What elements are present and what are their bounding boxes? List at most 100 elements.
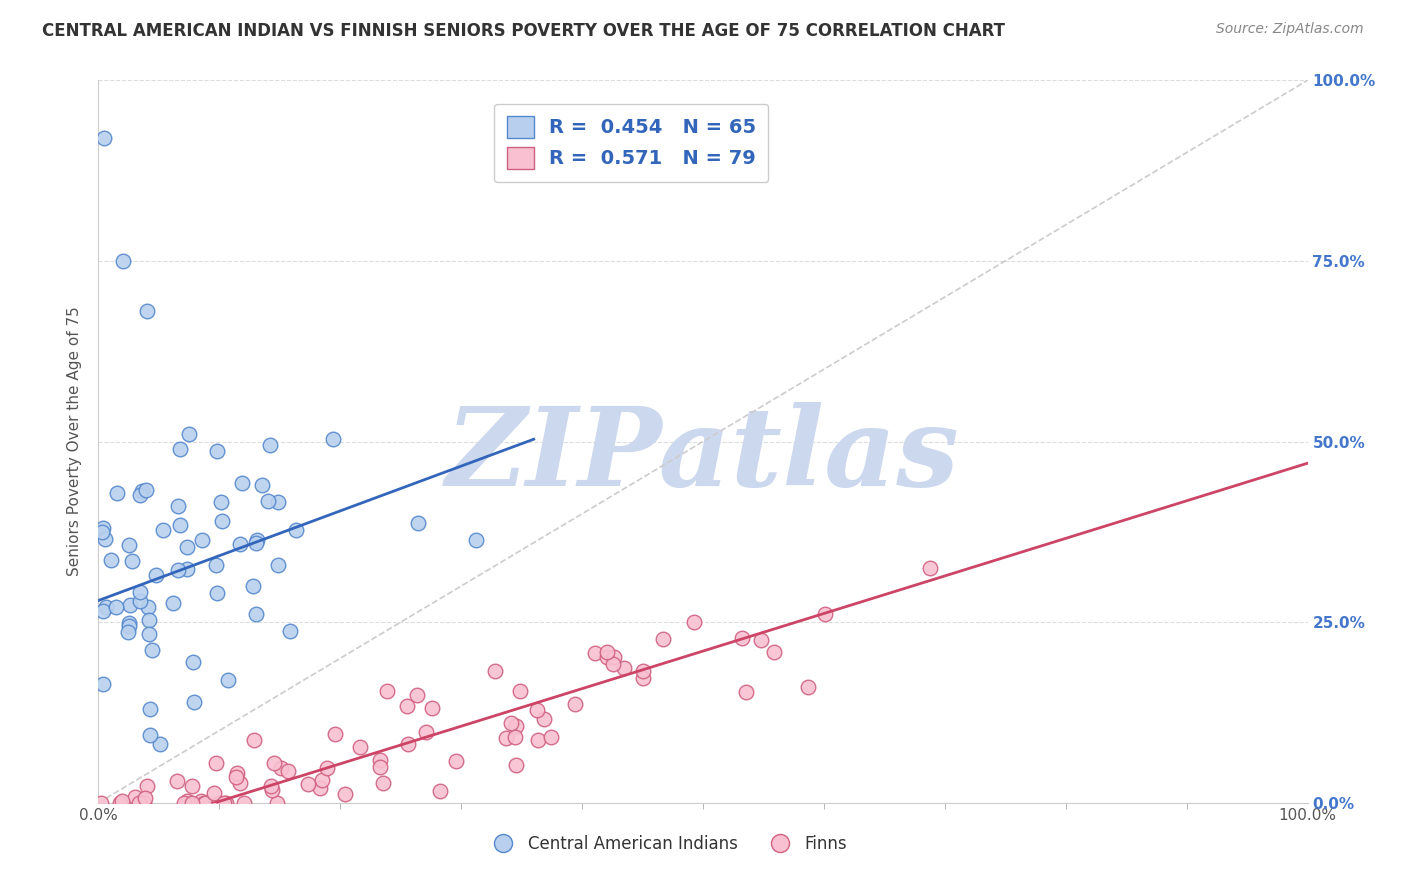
Y-axis label: Seniors Poverty Over the Age of 75: Seniors Poverty Over the Age of 75 xyxy=(67,307,83,576)
Point xyxy=(245,536,267,550)
Point xyxy=(120,599,142,613)
Point xyxy=(266,796,288,810)
Point xyxy=(139,702,162,716)
Point xyxy=(111,253,134,268)
Point xyxy=(596,649,619,664)
Point xyxy=(138,613,160,627)
Point xyxy=(371,776,394,790)
Point xyxy=(749,632,772,647)
Point xyxy=(128,796,150,810)
Point xyxy=(141,642,163,657)
Point xyxy=(181,779,204,793)
Point xyxy=(250,478,273,492)
Point xyxy=(505,757,527,772)
Point xyxy=(603,650,626,665)
Point xyxy=(167,499,190,513)
Point xyxy=(90,796,112,810)
Point xyxy=(135,304,157,318)
Point xyxy=(129,488,152,502)
Point xyxy=(152,523,174,537)
Point xyxy=(257,494,280,508)
Point xyxy=(484,664,506,678)
Point xyxy=(415,724,437,739)
Point xyxy=(117,624,139,639)
Point xyxy=(408,516,430,530)
Point xyxy=(205,756,228,771)
Point xyxy=(111,794,134,808)
Point xyxy=(124,789,146,804)
Point xyxy=(316,760,339,774)
Point xyxy=(540,731,562,745)
Point xyxy=(162,596,184,610)
Point xyxy=(762,645,785,659)
Point xyxy=(796,680,818,694)
Point xyxy=(183,695,205,709)
Point xyxy=(731,631,754,645)
Point xyxy=(93,131,115,145)
Point xyxy=(225,766,247,780)
Point xyxy=(284,523,307,537)
Point xyxy=(396,737,419,751)
Point xyxy=(232,796,254,810)
Point xyxy=(118,538,141,552)
Point xyxy=(505,730,527,744)
Point xyxy=(465,533,488,548)
Point xyxy=(193,796,215,810)
Point xyxy=(191,533,214,547)
Text: CENTRAL AMERICAN INDIAN VS FINNISH SENIORS POVERTY OVER THE AGE OF 75 CORRELATIO: CENTRAL AMERICAN INDIAN VS FINNISH SENIO… xyxy=(42,22,1005,40)
Point xyxy=(652,632,675,647)
Point xyxy=(270,762,292,776)
Point xyxy=(211,514,233,528)
Point xyxy=(242,732,264,747)
Point xyxy=(176,561,198,575)
Point xyxy=(633,664,655,678)
Point xyxy=(259,438,281,452)
Point xyxy=(509,684,531,698)
Point xyxy=(333,787,356,801)
Point xyxy=(145,567,167,582)
Point xyxy=(368,753,391,767)
Point xyxy=(208,796,231,810)
Point xyxy=(683,615,706,630)
Point xyxy=(105,486,128,500)
Point xyxy=(91,521,114,535)
Point xyxy=(734,684,756,698)
Point xyxy=(128,584,150,599)
Point xyxy=(209,495,232,509)
Point xyxy=(96,600,118,615)
Point xyxy=(167,564,190,578)
Point xyxy=(583,646,606,660)
Point xyxy=(139,728,162,742)
Point xyxy=(121,554,143,568)
Point xyxy=(267,558,290,572)
Point xyxy=(245,607,267,621)
Point xyxy=(602,657,624,671)
Point xyxy=(148,738,170,752)
Point xyxy=(349,740,371,755)
Point xyxy=(444,754,467,768)
Point xyxy=(322,433,344,447)
Point xyxy=(202,786,225,800)
Point xyxy=(217,673,239,687)
Point xyxy=(177,427,200,442)
Point xyxy=(118,619,141,633)
Point xyxy=(110,796,132,810)
Point xyxy=(118,616,141,631)
Point xyxy=(205,444,228,458)
Point xyxy=(631,671,654,685)
Point xyxy=(173,796,195,810)
Point xyxy=(225,770,247,784)
Point xyxy=(135,483,157,497)
Text: ZIPatlas: ZIPatlas xyxy=(446,402,960,509)
Point xyxy=(169,517,191,532)
Text: Source: ZipAtlas.com: Source: ZipAtlas.com xyxy=(1216,22,1364,37)
Point xyxy=(405,688,427,702)
Point xyxy=(131,484,153,499)
Point xyxy=(920,560,942,574)
Point xyxy=(129,594,152,608)
Point xyxy=(813,607,835,621)
Point xyxy=(246,533,269,548)
Point xyxy=(212,796,235,810)
Point xyxy=(368,759,391,773)
Point xyxy=(533,712,555,726)
